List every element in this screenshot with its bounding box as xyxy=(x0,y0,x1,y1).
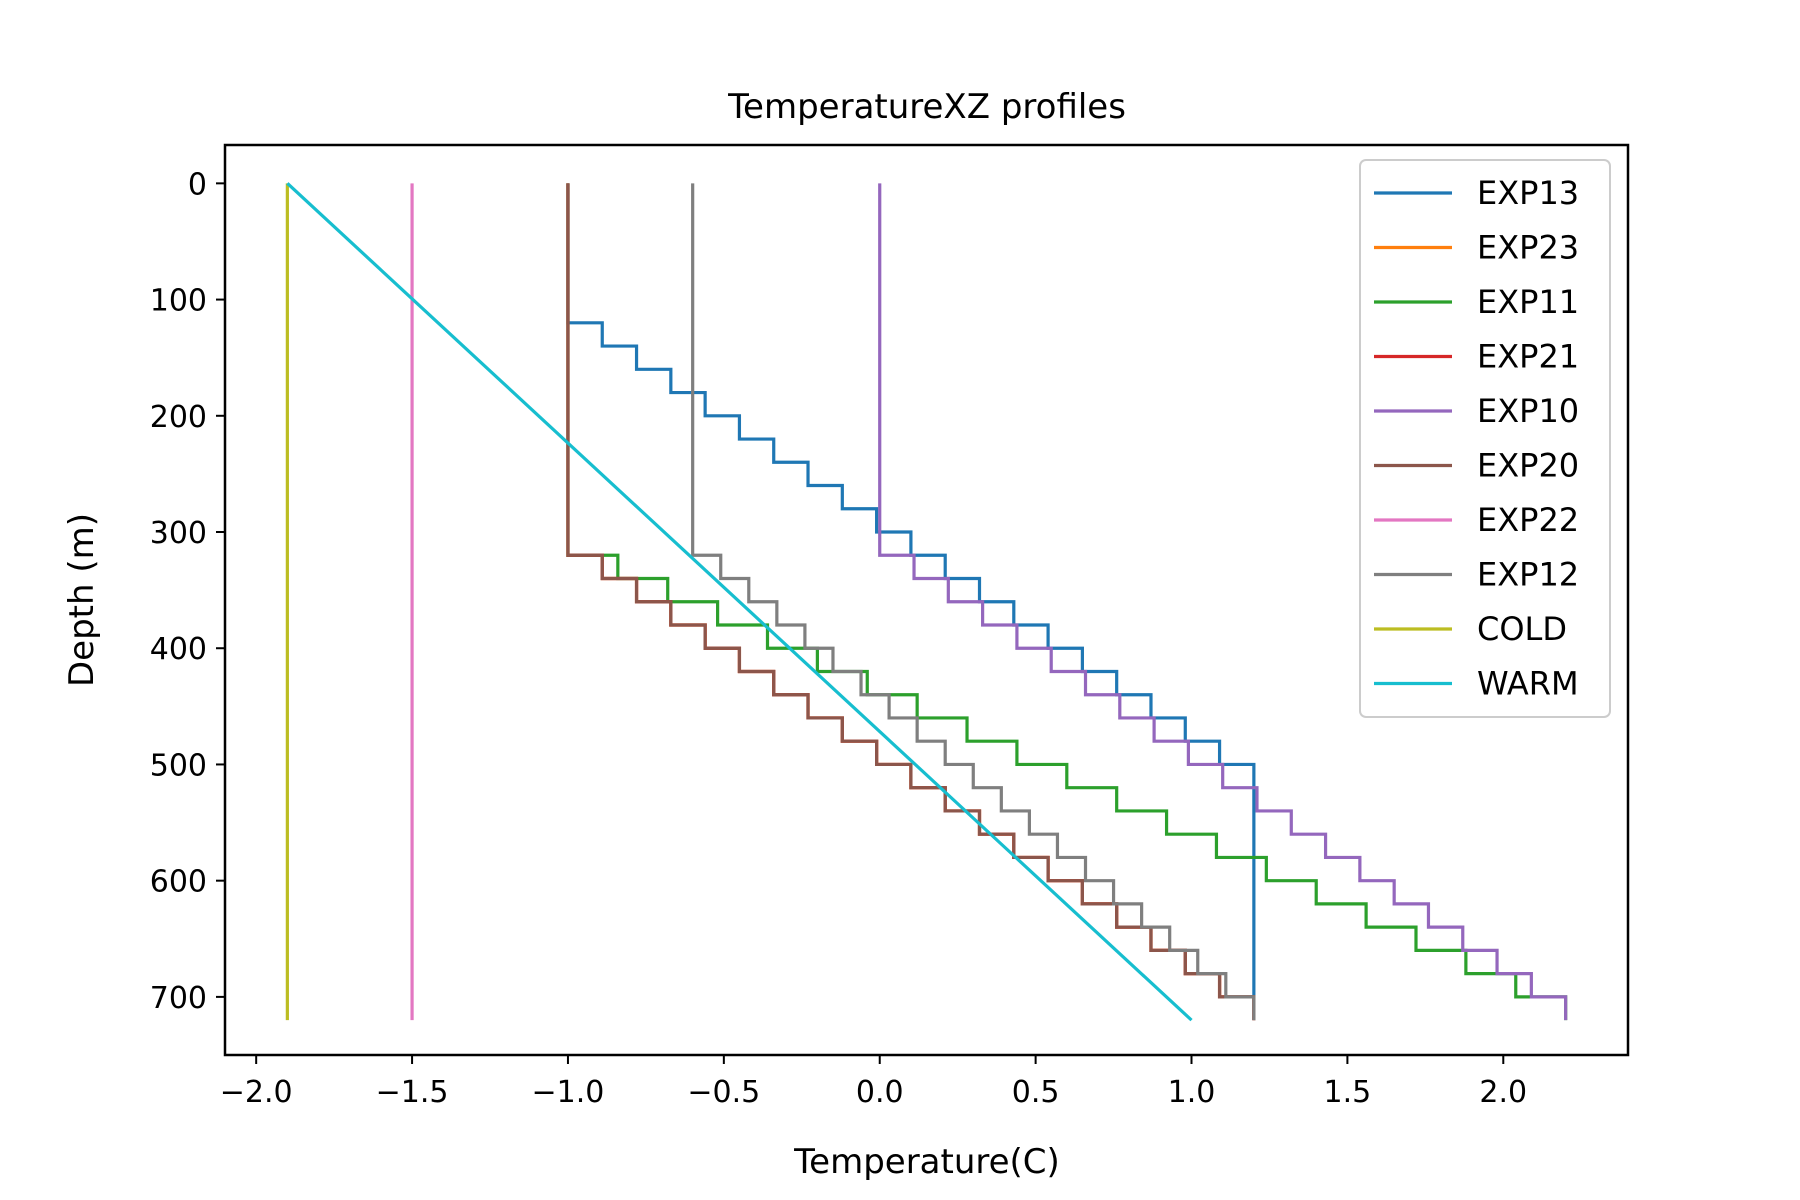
series-line-exp20 xyxy=(566,183,1256,1021)
legend-label-cold: COLD xyxy=(1477,610,1567,648)
series-line-exp13 xyxy=(566,183,1256,1021)
axes-frame xyxy=(223,143,1630,1057)
legend-label-exp10: EXP10 xyxy=(1477,392,1579,430)
legend-label-exp22: EXP22 xyxy=(1477,501,1579,539)
x-tick-label: 1.0 xyxy=(1168,1075,1216,1110)
x-axis: −2.0 −1.5 −1.0 −0.5 0.0 0.5 1.0 1.5 2.0 xyxy=(220,1055,1527,1110)
plot-area xyxy=(285,182,1568,1022)
series-line-exp11 xyxy=(566,183,1568,1021)
y-axis-label: Depth (m) xyxy=(62,513,102,687)
legend-label-exp13: EXP13 xyxy=(1477,174,1579,212)
legend: EXP13 EXP23 EXP11 EXP21 EXP10 EXP20 EXP22 EXP12… xyxy=(1359,159,1611,718)
y-tick-label: 300 xyxy=(150,516,207,551)
x-axis-label: Temperature(C) xyxy=(793,1142,1060,1182)
x-tick-label: −1.5 xyxy=(376,1075,449,1110)
y-tick-label: 400 xyxy=(150,632,207,667)
legend-label-warm: WARM xyxy=(1477,665,1579,703)
y-tick-label: 200 xyxy=(150,400,207,435)
y-tick-label: 100 xyxy=(150,284,207,319)
series-line-exp12 xyxy=(691,183,1256,1021)
legend-box xyxy=(1359,159,1611,718)
x-tick-label: 1.5 xyxy=(1324,1075,1372,1110)
legend-label-exp20: EXP20 xyxy=(1477,447,1579,485)
x-tick-label: −2.0 xyxy=(220,1075,293,1110)
x-tick-label: 0.5 xyxy=(1012,1075,1060,1110)
y-tick-label: 600 xyxy=(150,865,207,900)
x-tick-label: −0.5 xyxy=(687,1075,760,1110)
chart-title: TemperatureXZ profiles xyxy=(727,87,1126,127)
series-line-exp10 xyxy=(878,183,1568,1021)
x-tick-label: 0.0 xyxy=(856,1075,904,1110)
y-tick-label: 700 xyxy=(150,981,207,1016)
y-axis: 0 100 200 300 400 500 600 700 xyxy=(150,167,225,1016)
legend-label-exp12: EXP12 xyxy=(1477,556,1579,594)
x-tick-label: 2.0 xyxy=(1479,1075,1527,1110)
legend-label-exp11: EXP11 xyxy=(1477,283,1579,321)
legend-label-exp23: EXP23 xyxy=(1477,229,1579,267)
series-line-warm xyxy=(286,182,1193,1022)
legend-label-exp21: EXP21 xyxy=(1477,338,1579,376)
y-tick-label: 500 xyxy=(150,748,207,783)
y-tick-label: 0 xyxy=(188,167,207,202)
x-tick-label: −1.0 xyxy=(532,1075,605,1110)
